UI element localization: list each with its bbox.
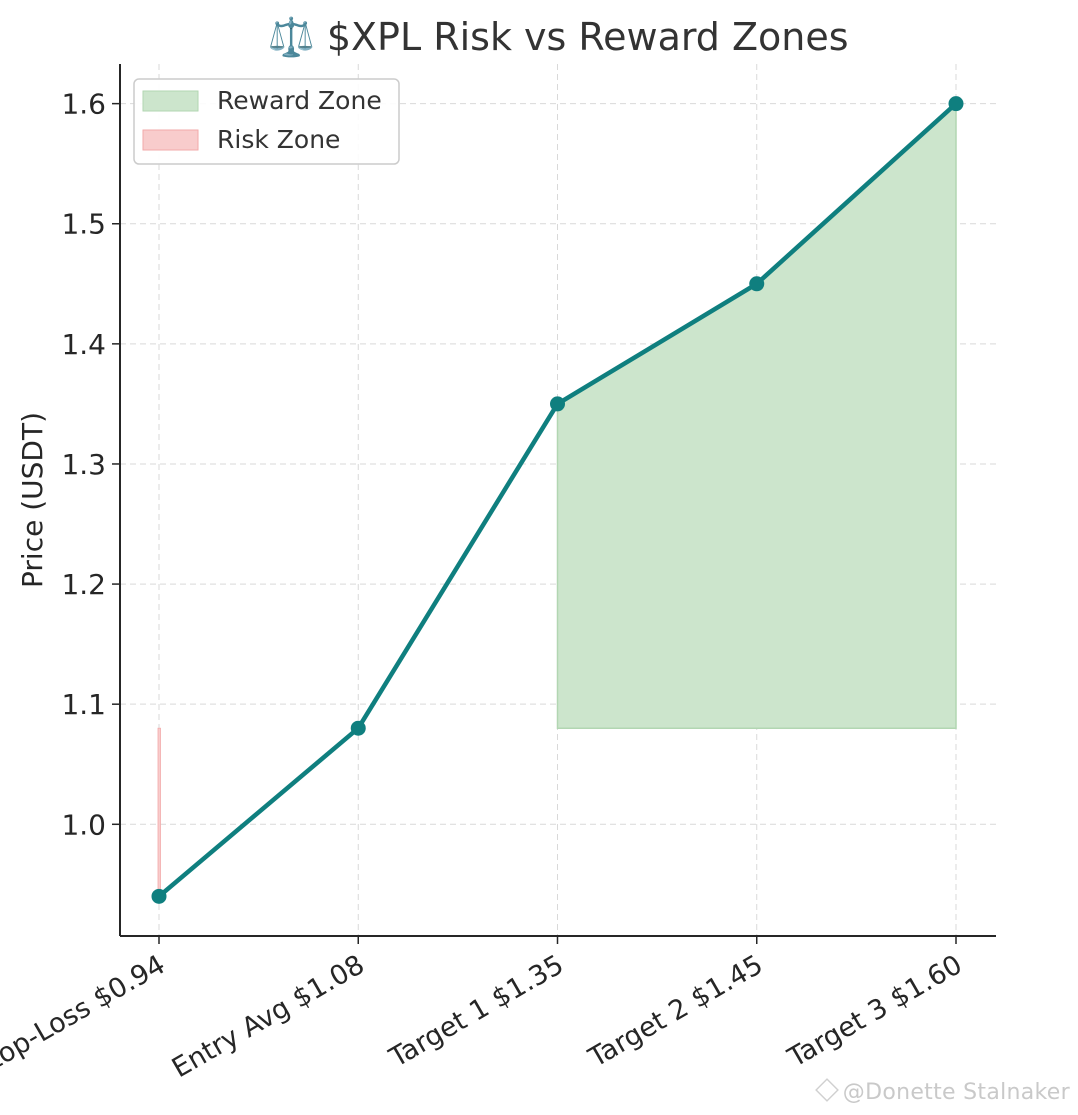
watermark-text: @Donette Stalnaker [842, 1080, 1070, 1105]
y-tick-label-6: 1.6 [61, 88, 106, 121]
y-tick-label-1: 1.1 [61, 688, 106, 721]
x-tick-label-4: Target 3 $1.60 [782, 949, 967, 1074]
data-point-1 [350, 720, 366, 736]
data-point-3 [749, 276, 765, 292]
legend: Reward Zone Risk Zone [133, 78, 400, 165]
data-point-4 [948, 96, 964, 112]
x-tick-label-2: Target 1 $1.35 [384, 949, 569, 1074]
legend-label-risk: Risk Zone [217, 125, 340, 154]
legend-box [133, 78, 400, 165]
legend-swatch-risk [142, 129, 199, 151]
chart-title: ⚖️ $XPL Risk vs Reward Zones [267, 15, 848, 59]
watermark: @Donette Stalnaker [814, 1078, 1070, 1105]
risk-zone [157, 727, 161, 897]
y-axis-label: Price (USDT) [16, 412, 49, 588]
legend-swatch-reward [142, 90, 199, 112]
legend-label-reward: Reward Zone [217, 86, 382, 115]
x-tick-label-3: Target 2 $1.45 [583, 949, 768, 1074]
y-tick-label-0: 1.0 [61, 808, 106, 841]
y-tick-label-2: 1.2 [61, 568, 106, 601]
data-point-0 [151, 888, 167, 904]
x-tick-label-1: Entry Avg $1.08 [167, 949, 370, 1084]
y-tick-label-5: 1.5 [61, 208, 106, 241]
data-points [151, 96, 964, 904]
y-ticks: 1.0 1.1 1.2 1.3 1.4 1.5 1.6 [61, 88, 120, 841]
y-tick-label-3: 1.3 [61, 448, 106, 481]
x-tick-label-0: Stop-Loss $0.94 [0, 949, 171, 1084]
y-tick-label-4: 1.4 [61, 328, 106, 361]
data-point-2 [550, 396, 565, 412]
watermark-logo-icon [814, 1078, 839, 1102]
